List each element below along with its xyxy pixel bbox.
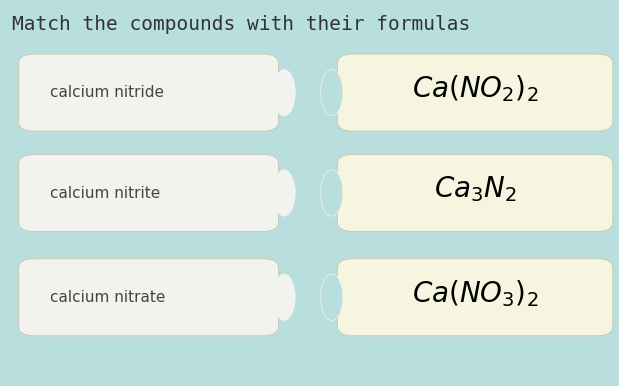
Ellipse shape (321, 274, 343, 320)
Ellipse shape (321, 170, 343, 216)
Text: calcium nitride: calcium nitride (50, 85, 163, 100)
FancyBboxPatch shape (19, 154, 279, 232)
Text: calcium nitrite: calcium nitrite (50, 186, 160, 200)
Ellipse shape (273, 274, 295, 320)
Ellipse shape (321, 69, 343, 116)
Ellipse shape (273, 170, 295, 216)
FancyBboxPatch shape (337, 154, 613, 232)
Text: $\mathit{Ca_3N_2}$: $\mathit{Ca_3N_2}$ (434, 174, 516, 204)
Text: calcium nitrate: calcium nitrate (50, 290, 165, 305)
FancyBboxPatch shape (337, 259, 613, 336)
FancyBboxPatch shape (19, 54, 279, 131)
Ellipse shape (273, 69, 295, 116)
Text: $\mathit{Ca(NO_2)_2}$: $\mathit{Ca(NO_2)_2}$ (412, 73, 539, 104)
FancyBboxPatch shape (337, 54, 613, 131)
Text: $\mathit{Ca(NO_3)_2}$: $\mathit{Ca(NO_3)_2}$ (412, 278, 539, 309)
FancyBboxPatch shape (19, 259, 279, 336)
Text: Match the compounds with their formulas: Match the compounds with their formulas (12, 15, 470, 34)
